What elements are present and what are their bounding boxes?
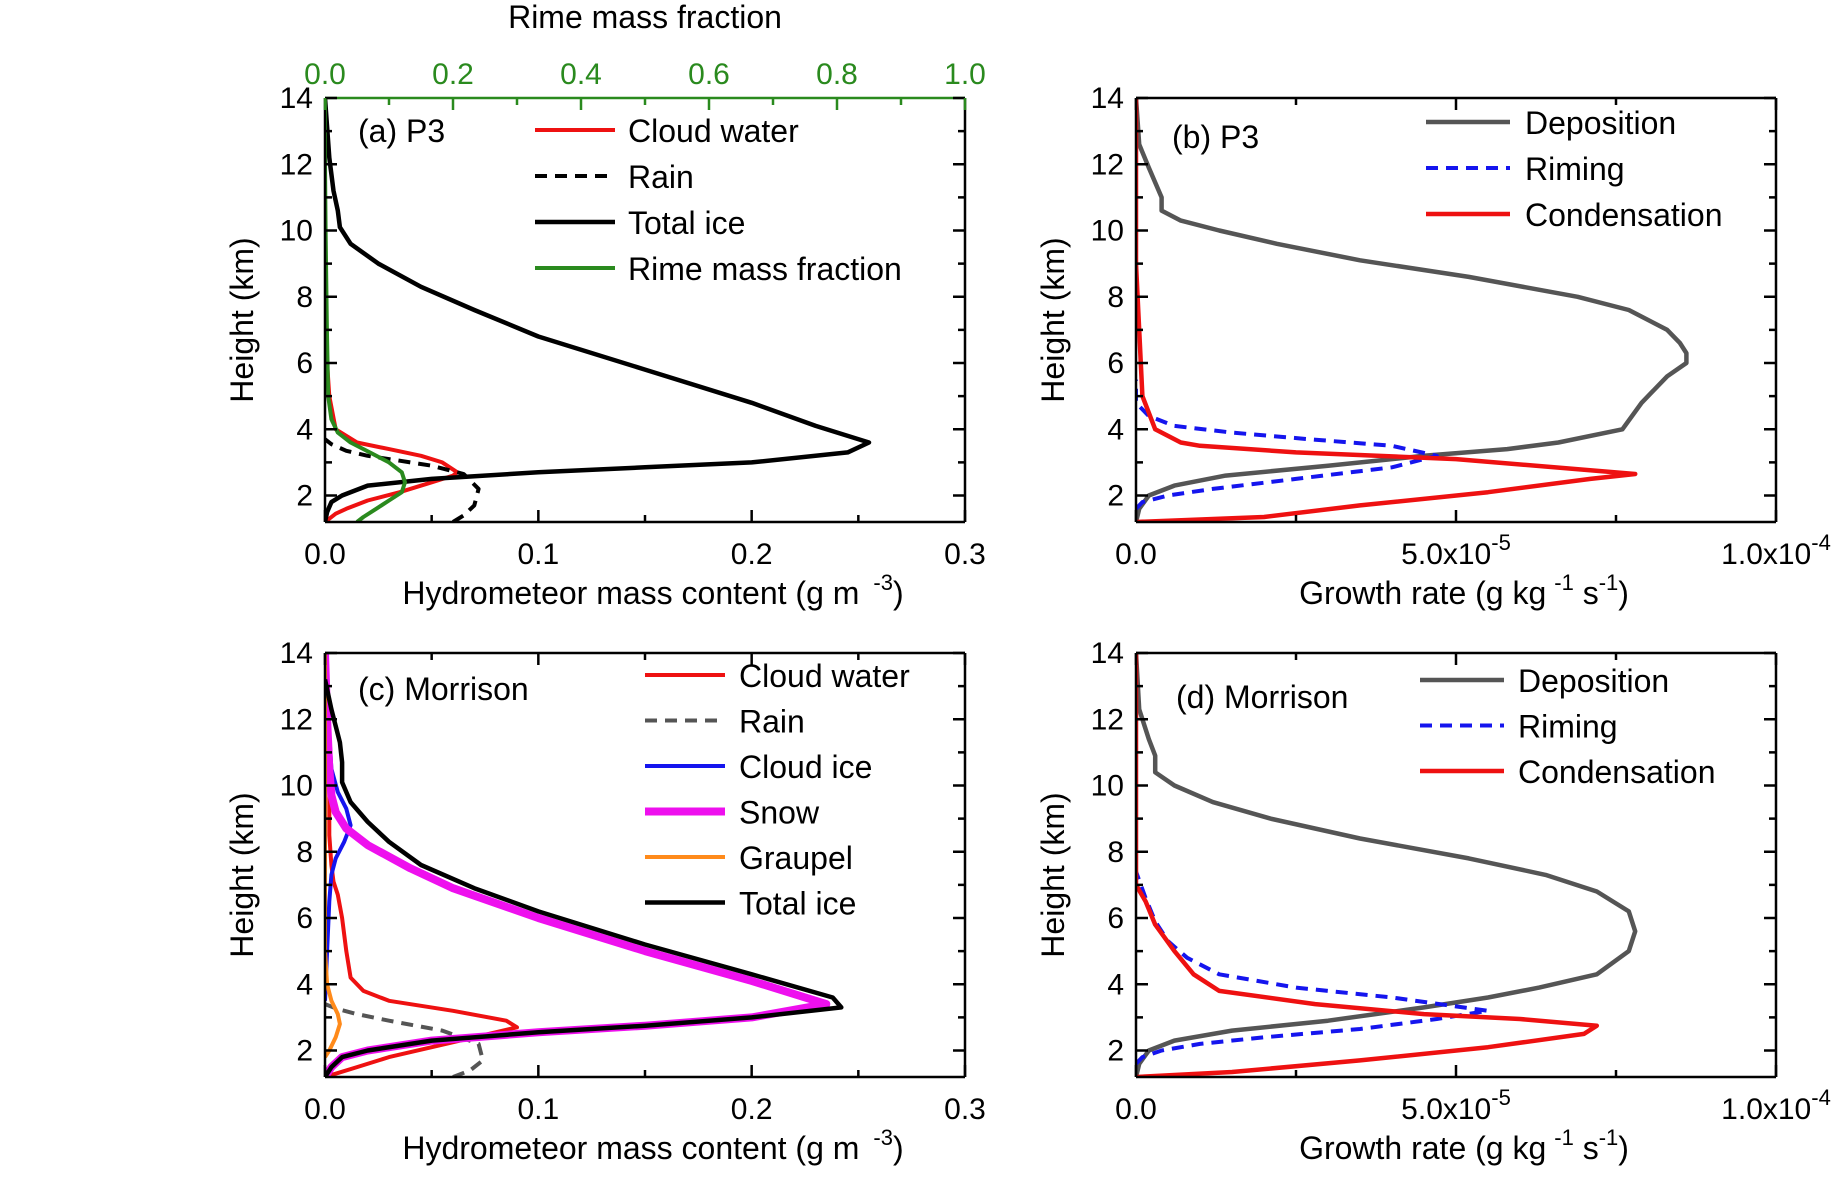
x-axis-title: Hydrometeor mass content (g m -3) — [402, 570, 903, 611]
legend-label: Cloud water — [628, 113, 799, 149]
y-tick-label: 2 — [1107, 1035, 1124, 1068]
x-tick-label: 0.3 — [944, 538, 986, 571]
y-tick-label: 8 — [1107, 836, 1124, 869]
y-axis-title: Height (km) — [1035, 792, 1071, 957]
legend-label: Rain — [739, 704, 805, 740]
top-tick-label: 0.4 — [560, 58, 602, 91]
y-tick-label: 6 — [1107, 347, 1124, 380]
panel-b: 2 4 6 8 10 12 14 0.0 5.0x10-5 1.0x10-4 Growth rate… — [1035, 82, 1831, 611]
series-line-rain — [325, 1002, 485, 1077]
legend-label: Graupel — [739, 840, 853, 876]
legend-label: Rime mass fraction — [628, 251, 902, 287]
y-tick-label: 14 — [280, 637, 313, 670]
panel-label: (b) P3 — [1172, 119, 1259, 155]
x-tick-label: 0.0 — [1115, 538, 1157, 571]
legend-label: Condensation — [1518, 754, 1715, 790]
y-tick-label: 6 — [296, 347, 313, 380]
legend-label: Deposition — [1518, 663, 1669, 699]
series-line-deposition — [1136, 653, 1638, 1077]
y-tick-label: 4 — [1107, 968, 1124, 1001]
y-axis-title: Height (km) — [1035, 237, 1071, 402]
legend-label: Deposition — [1525, 105, 1676, 141]
y-tick-label: 12 — [1091, 148, 1124, 181]
legend-label: Riming — [1518, 709, 1618, 745]
y-tick-label: 6 — [296, 902, 313, 935]
panel-label: (c) Morrison — [358, 671, 529, 707]
y-tick-label: 8 — [1107, 281, 1124, 314]
legend-label: Condensation — [1525, 197, 1722, 233]
x-tick-label: 0.2 — [731, 1093, 773, 1126]
x-tick-label: 0.0 — [1115, 1093, 1157, 1126]
x-tick-label: 0.0 — [304, 1093, 346, 1126]
y-tick-label: 4 — [296, 968, 313, 1001]
legend-label: Snow — [739, 795, 820, 831]
y-tick-label: 10 — [1091, 770, 1124, 803]
top-tick-label: 0.8 — [816, 58, 858, 91]
series-line-riming — [1136, 379, 1439, 511]
y-tick-label: 14 — [1091, 637, 1124, 670]
x-tick-label: 0.1 — [517, 538, 559, 571]
series-line-total-ice — [325, 98, 872, 522]
legend: Cloud water Rain Total ice Rime mass fracti… — [535, 113, 902, 287]
x-tick-label: 5.0x10-5 — [1401, 530, 1511, 571]
legend-label: Riming — [1525, 151, 1625, 187]
legend-label: Total ice — [628, 205, 745, 241]
series-line-rain — [325, 437, 481, 522]
legend-label: Total ice — [739, 886, 856, 922]
y-axis-title: Height (km) — [224, 237, 260, 402]
y-tick-label: 10 — [280, 215, 313, 248]
y-tick-label: 10 — [1091, 215, 1124, 248]
series-line-deposition — [1136, 98, 1689, 522]
x-axis-title: Hydrometeor mass content (g m -3) — [402, 1125, 903, 1166]
legend-label: Rain — [628, 159, 694, 195]
series-group — [325, 98, 872, 522]
y-axis-title: Height (km) — [224, 792, 260, 957]
x-tick-label: 0.3 — [944, 1093, 986, 1126]
y-tick-label: 14 — [1091, 82, 1124, 115]
y-tick-label: 2 — [296, 480, 313, 513]
x-tick-label: 0.2 — [731, 538, 773, 571]
series-line-cloud-water — [325, 653, 519, 1077]
y-tick-label: 12 — [280, 703, 313, 736]
y-tick-label: 6 — [1107, 902, 1124, 935]
top-tick-label: 0.6 — [688, 58, 730, 91]
top-tick-label: 0.0 — [304, 58, 346, 91]
x-axis-title: Growth rate (g kg -1 s-1) — [1299, 570, 1629, 611]
y-tick-label: 4 — [1107, 413, 1124, 446]
y-tick-label: 8 — [296, 836, 313, 869]
top-tick-label: 1.0 — [944, 58, 986, 91]
top-tick-label: 0.2 — [432, 58, 474, 91]
x-tick-label: 1.0x10-4 — [1721, 1085, 1831, 1126]
y-tick-label: 4 — [296, 413, 313, 446]
y-tick-label: 2 — [296, 1035, 313, 1068]
series-line-total-ice — [325, 679, 844, 1077]
legend: Deposition Riming Condensation — [1420, 663, 1715, 790]
legend-label: Cloud water — [739, 658, 910, 694]
x-tick-label: 0.1 — [517, 1093, 559, 1126]
x-tick-label: 0.0 — [304, 538, 346, 571]
panel-c: 2 4 6 8 10 12 14 0.0 0.1 0.2 0.3 Hydrometeor mass c… — [224, 637, 986, 1166]
y-tick-label: 12 — [280, 148, 313, 181]
series-group — [1136, 653, 1638, 1077]
panel-label: (d) Morrison — [1176, 679, 1348, 715]
y-tick-label: 10 — [280, 770, 313, 803]
series-line-condensation — [1136, 653, 1600, 1077]
legend-label: Cloud ice — [739, 749, 872, 785]
series-line-rime-mass-fraction — [325, 98, 407, 522]
panel-label: (a) P3 — [358, 113, 445, 149]
y-tick-label: 8 — [296, 281, 313, 314]
legend: Cloud water Rain Cloud ice Snow Graupel Total… — [645, 658, 910, 922]
y-tick-label: 14 — [280, 82, 313, 115]
panel-d: 2 4 6 8 10 12 14 0.0 5.0x10-5 1.0x10-4 Growth rate… — [1035, 637, 1831, 1166]
legend: Deposition Riming Condensation — [1426, 105, 1722, 233]
x-axis-title: Growth rate (g kg -1 s-1) — [1299, 1125, 1629, 1166]
x-tick-label: 5.0x10-5 — [1401, 1085, 1511, 1126]
y-tick-label: 12 — [1091, 703, 1124, 736]
y-tick-label: 2 — [1107, 480, 1124, 513]
top-axis-title: Rime mass fraction — [508, 0, 782, 35]
x-tick-label: 1.0x10-4 — [1721, 530, 1831, 571]
